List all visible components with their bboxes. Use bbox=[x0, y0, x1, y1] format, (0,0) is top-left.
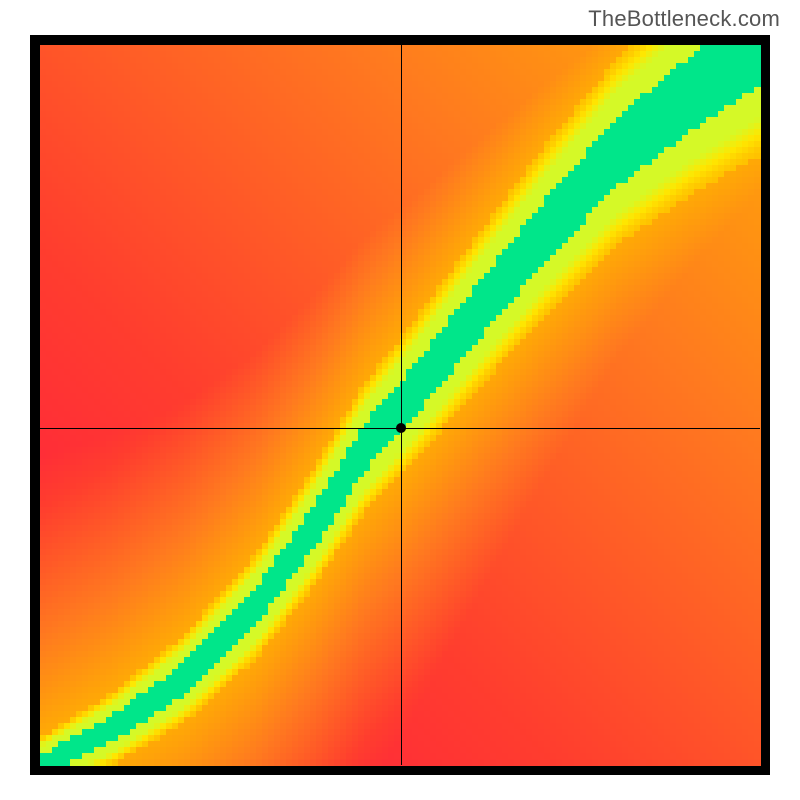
watermark-text: TheBottleneck.com bbox=[588, 6, 780, 32]
heatmap-plot bbox=[30, 35, 770, 775]
crosshair-vertical bbox=[401, 45, 402, 765]
heatmap-canvas bbox=[30, 35, 770, 775]
figure-container: TheBottleneck.com bbox=[0, 0, 800, 800]
crosshair-marker bbox=[396, 423, 406, 433]
